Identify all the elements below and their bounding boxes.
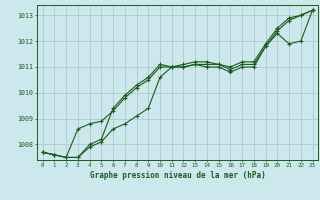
X-axis label: Graphe pression niveau de la mer (hPa): Graphe pression niveau de la mer (hPa) [90,171,266,180]
